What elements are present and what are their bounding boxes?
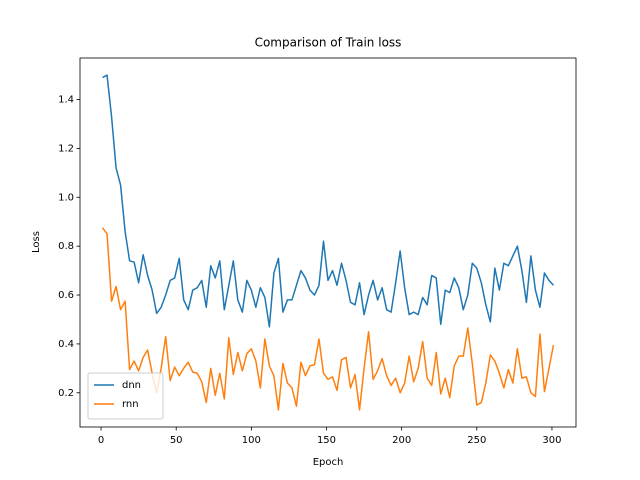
- x-axis-label: Epoch: [313, 457, 344, 468]
- legend-label: dnn: [122, 380, 141, 391]
- x-tick-label: 0: [98, 435, 104, 446]
- y-tick-label: 0.4: [58, 339, 74, 350]
- y-tick-label: 1.0: [58, 192, 74, 203]
- x-tick-label: 50: [170, 435, 183, 446]
- y-tick-label: 0.2: [58, 388, 74, 399]
- y-tick-label: 0.6: [58, 290, 74, 301]
- y-tick-label: 1.2: [58, 143, 74, 154]
- x-tick-label: 100: [242, 435, 261, 446]
- y-axis-label: Loss: [31, 231, 42, 253]
- y-tick-label: 1.4: [58, 95, 74, 106]
- line-series: [101, 227, 555, 411]
- line-series: [102, 74, 555, 328]
- plot-frame: [79, 57, 577, 428]
- x-tick-label: 250: [467, 435, 486, 446]
- legend-label: rnn: [122, 399, 139, 410]
- x-tick-label: 150: [317, 435, 336, 446]
- legend: dnn rnn: [87, 372, 164, 420]
- y-tick-label: 0.8: [58, 241, 74, 252]
- chart-title: Comparison of Train loss: [255, 36, 402, 50]
- x-tick-label: 300: [542, 435, 561, 446]
- x-tick-label: 200: [392, 435, 411, 446]
